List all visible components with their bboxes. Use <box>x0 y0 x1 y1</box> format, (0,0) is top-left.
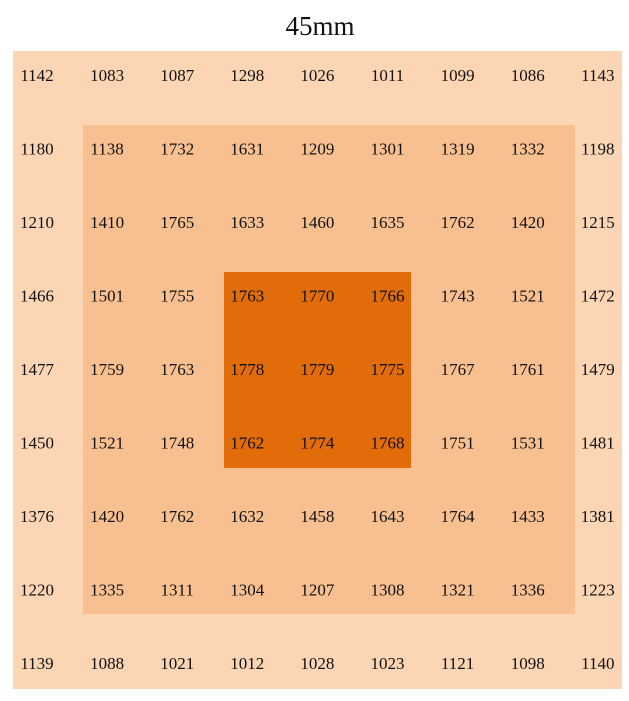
cell-value: 1011 <box>371 66 404 85</box>
cell-value: 1472 <box>581 286 615 305</box>
cell-value: 1311 <box>161 580 194 599</box>
cell-value: 1755 <box>160 286 194 305</box>
cell-value: 1763 <box>230 286 264 305</box>
cell-value: 1521 <box>511 286 545 305</box>
cell-value: 1021 <box>160 654 194 673</box>
cell-value: 1215 <box>581 213 615 232</box>
cell-value: 1335 <box>90 580 124 599</box>
cell-value: 1088 <box>90 654 124 673</box>
cell-value: 1012 <box>230 654 264 673</box>
cell-value: 1376 <box>20 507 54 526</box>
cell-value: 1775 <box>371 360 405 379</box>
inner-zone <box>224 272 411 468</box>
cell-value: 1198 <box>581 139 614 158</box>
cell-value: 1501 <box>90 286 124 305</box>
cell-value: 1770 <box>300 286 334 305</box>
cell-value: 1121 <box>441 654 474 673</box>
cell-value: 1762 <box>230 433 264 452</box>
cell-value: 1180 <box>20 139 53 158</box>
cell-value: 1763 <box>160 360 194 379</box>
cell-value: 1762 <box>441 213 475 232</box>
cell-value: 1138 <box>90 139 123 158</box>
cell-value: 1767 <box>441 360 476 379</box>
cell-value: 1304 <box>230 580 265 599</box>
cell-value: 1086 <box>511 66 545 85</box>
cell-value: 1099 <box>441 66 475 85</box>
cells: 1142 1083 1087 1298 1026 1011 1099 1086 1143 1180… <box>20 66 615 673</box>
cell-value: 1381 <box>581 507 615 526</box>
cell-value: 1751 <box>441 433 475 452</box>
cell-value: 1633 <box>230 213 264 232</box>
cell-value: 1732 <box>160 139 194 158</box>
cell-value: 1768 <box>371 433 405 452</box>
cell-value: 1209 <box>300 139 334 158</box>
cell-value: 1143 <box>581 66 614 85</box>
cell-value: 1210 <box>20 213 54 232</box>
cell-value: 1635 <box>371 213 405 232</box>
cell-value: 1220 <box>20 580 54 599</box>
cell-value: 1336 <box>511 580 545 599</box>
cell-value: 1087 <box>160 66 195 85</box>
cell-value: 1028 <box>300 654 334 673</box>
cell-value: 1319 <box>441 139 475 158</box>
cell-value: 1778 <box>230 360 264 379</box>
cell-value: 1433 <box>511 507 545 526</box>
cell-value: 1761 <box>511 360 545 379</box>
cell-value: 1521 <box>90 433 124 452</box>
cell-value: 1479 <box>581 360 615 379</box>
cell-value: 1759 <box>90 360 124 379</box>
cell-value: 1207 <box>300 580 335 599</box>
cell-value: 1774 <box>300 433 335 452</box>
title: 45mm <box>285 11 354 41</box>
cell-value: 1466 <box>20 286 54 305</box>
cell-value: 1301 <box>371 139 405 158</box>
cell-value: 1026 <box>300 66 334 85</box>
cell-value: 1139 <box>20 654 53 673</box>
cell-value: 1410 <box>90 213 124 232</box>
cell-value: 1458 <box>300 507 334 526</box>
cell-value: 1531 <box>511 433 545 452</box>
cell-value: 1481 <box>581 433 615 452</box>
cell-value: 1023 <box>371 654 405 673</box>
cell-value: 1083 <box>90 66 124 85</box>
cell-value: 1140 <box>581 654 614 673</box>
cell-value: 1743 <box>441 286 475 305</box>
cell-value: 1298 <box>230 66 264 85</box>
cell-value: 1631 <box>230 139 264 158</box>
cell-value: 1779 <box>300 360 334 379</box>
cell-value: 1748 <box>160 433 194 452</box>
cell-value: 1420 <box>511 213 545 232</box>
cell-value: 1223 <box>581 580 615 599</box>
cell-value: 1098 <box>511 654 545 673</box>
cell-value: 1332 <box>511 139 545 158</box>
cell-value: 1477 <box>20 360 55 379</box>
cell-value: 1762 <box>160 507 194 526</box>
cell-value: 1632 <box>230 507 264 526</box>
cell-value: 1764 <box>441 507 476 526</box>
cell-value: 1321 <box>441 580 475 599</box>
cell-value: 1142 <box>20 66 53 85</box>
cell-value: 1765 <box>160 213 194 232</box>
cell-value: 1450 <box>20 433 54 452</box>
cell-value: 1766 <box>371 286 405 305</box>
cell-value: 1460 <box>300 213 334 232</box>
cell-value: 1420 <box>90 507 124 526</box>
cell-value: 1308 <box>371 580 405 599</box>
cell-value: 1643 <box>371 507 405 526</box>
